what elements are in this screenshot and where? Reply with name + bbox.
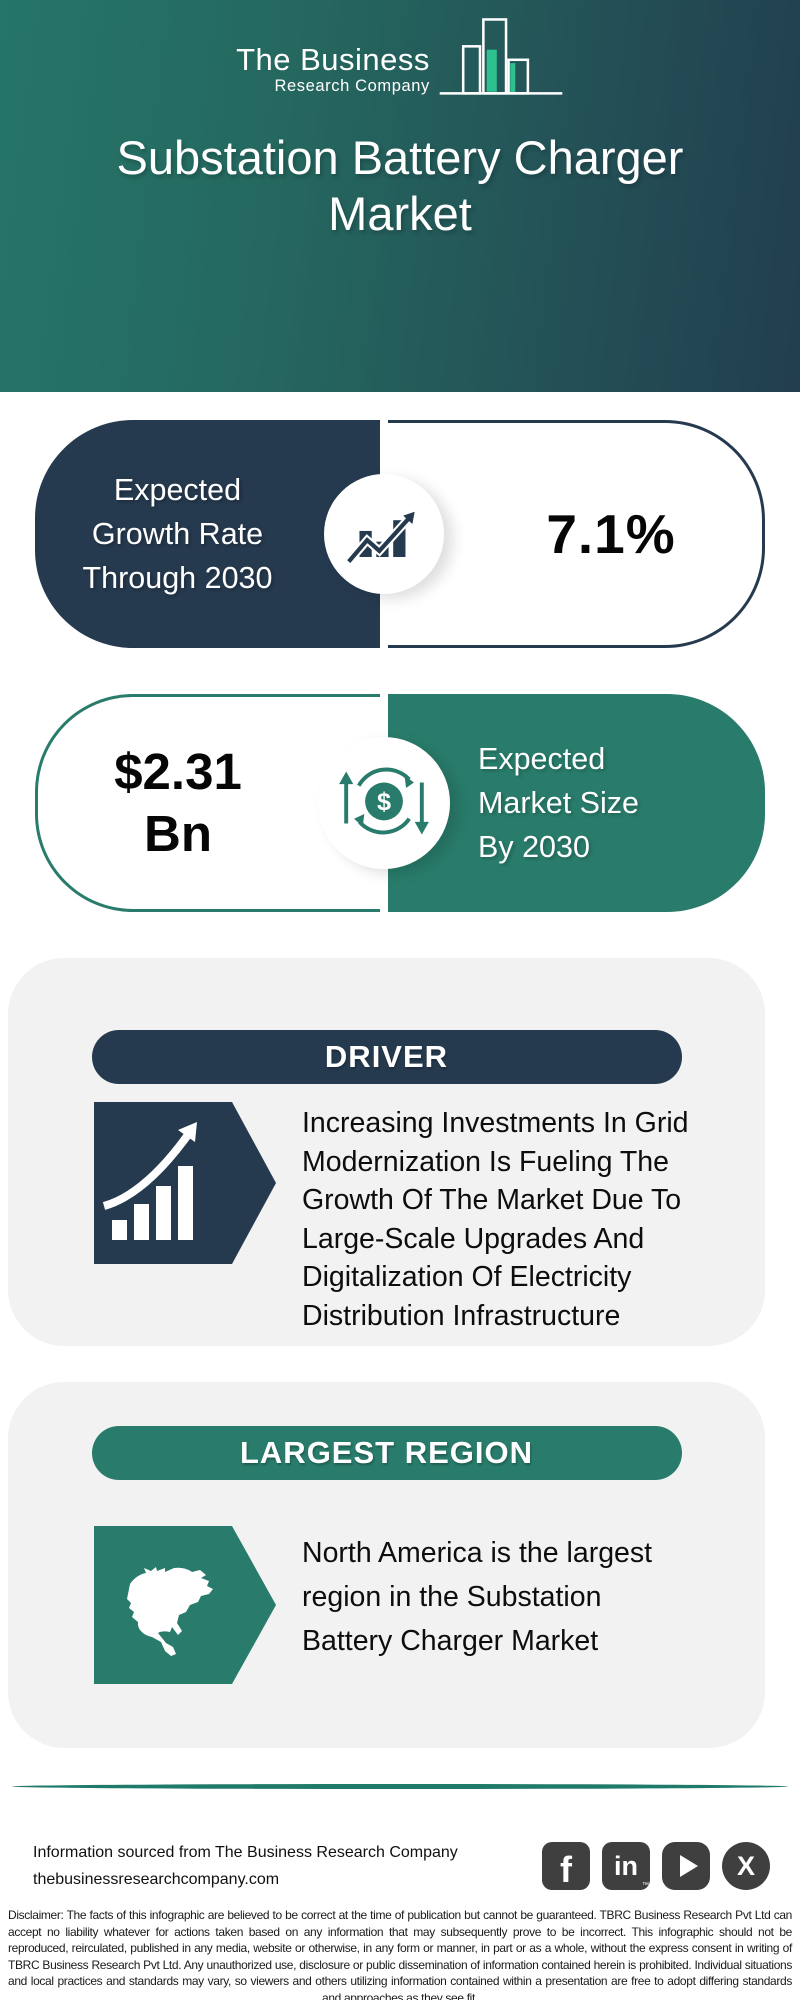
north-america-map-icon [94, 1526, 276, 1684]
bar-chart-growth-icon [94, 1102, 276, 1264]
market-size-icon-badge: $ [318, 737, 450, 869]
footer-divider [12, 1784, 788, 1789]
growth-rate-value-panel: 7.1% [388, 420, 765, 648]
driver-heading-pill: DRIVER [91, 1030, 682, 1084]
currency-exchange-icon: $ [339, 767, 429, 835]
driver-text-line5: Digitalization Of Electricity [302, 1261, 632, 1293]
region-text: North America is the largest region in t… [302, 1526, 652, 1663]
region-heading: LARGEST REGION [239, 1435, 533, 1470]
growth-rate-card: Expected Growth Rate Through 2030 7.1% [35, 420, 765, 648]
logo-bars-icon [439, 18, 563, 95]
company-logo: The Business Research Company [0, 0, 800, 104]
x-glyph: X [736, 1850, 755, 1881]
facebook-icon[interactable]: f [542, 1842, 590, 1890]
source-website: thebusinessresearchcompany.com [33, 1871, 280, 1888]
linkedin-tm: ™ [642, 1882, 649, 1889]
growth-trend-icon [345, 511, 415, 565]
footer-row: Information sourced from The Business Re… [0, 1839, 800, 1893]
driver-section: DRIVER Increasing Investments In Grid Mo… [8, 958, 765, 1346]
source-line1: Information sourced from The Business Re… [33, 1844, 458, 1861]
page-title-line1: Substation Battery Charger [116, 131, 684, 184]
source-text: Information sourced from The Business Re… [33, 1839, 458, 1893]
market-size-card: $2.31 Bn Expected Market Size By 2030 $ [35, 694, 765, 912]
market-size-label: Expected Market Size By 2030 [388, 694, 765, 912]
growth-rate-value: 7.1% [546, 503, 676, 565]
driver-text: Increasing Investments In Grid Moderniza… [302, 1102, 689, 1335]
logo-text: The Business Research Company [236, 42, 430, 104]
logo-text-secondary: Research Company [274, 77, 430, 95]
linkedin-glyph: in [614, 1850, 638, 1881]
growth-label-line3: Through 2030 [82, 561, 273, 595]
market-size-label-line2: Market Size [478, 786, 640, 820]
growth-label-line1: Expected [113, 473, 242, 507]
svg-text:$: $ [377, 788, 391, 816]
driver-text-line1: Increasing Investments In Grid [302, 1107, 689, 1139]
driver-text-line6: Distribution Infrastructure [302, 1299, 621, 1332]
largest-region-section: LARGEST REGION North America is the larg… [8, 1382, 765, 1748]
facebook-glyph: f [560, 1849, 572, 1890]
region-content-row: North America is the largest region in t… [8, 1526, 765, 1684]
growth-rate-label: Expected Growth Rate Through 2030 [35, 420, 380, 648]
social-links: f in ™ X [542, 1842, 770, 1890]
growth-label-line2: Growth Rate [91, 517, 264, 551]
driver-text-line2: Modernization Is Fueling The [302, 1145, 670, 1178]
logo-text-primary: The Business [236, 42, 430, 77]
driver-content-row: Increasing Investments In Grid Moderniza… [8, 1102, 765, 1335]
youtube-icon[interactable] [662, 1842, 710, 1890]
driver-heading: DRIVER [324, 1039, 449, 1074]
page-title-line2: Market [328, 187, 472, 240]
growth-icon-badge [324, 474, 444, 594]
region-text-line1: North America is the largest [302, 1537, 653, 1569]
x-twitter-icon[interactable]: X [722, 1842, 770, 1890]
disclaimer-text: Disclaimer: The facts of this infographi… [8, 1908, 792, 2000]
driver-text-line4: Large-Scale Upgrades And [302, 1222, 645, 1255]
market-size-value-line2: Bn [144, 805, 212, 862]
market-size-label-line1: Expected [478, 742, 606, 776]
region-text-line3: Battery Charger Market [302, 1625, 599, 1657]
hero-header: The Business Research Company Substation… [0, 0, 800, 392]
page-title: Substation Battery Charger Market [0, 130, 800, 242]
youtube-play-glyph [679, 1855, 698, 1877]
driver-text-line3: Growth Of The Market Due To [302, 1184, 682, 1216]
market-size-label-line3: By 2030 [478, 830, 590, 864]
linkedin-icon[interactable]: in ™ [602, 1842, 650, 1890]
region-heading-pill: LARGEST REGION [91, 1426, 682, 1480]
market-size-value-line1: $2.31 [114, 743, 242, 800]
region-text-line2: region in the Substation [302, 1581, 602, 1613]
